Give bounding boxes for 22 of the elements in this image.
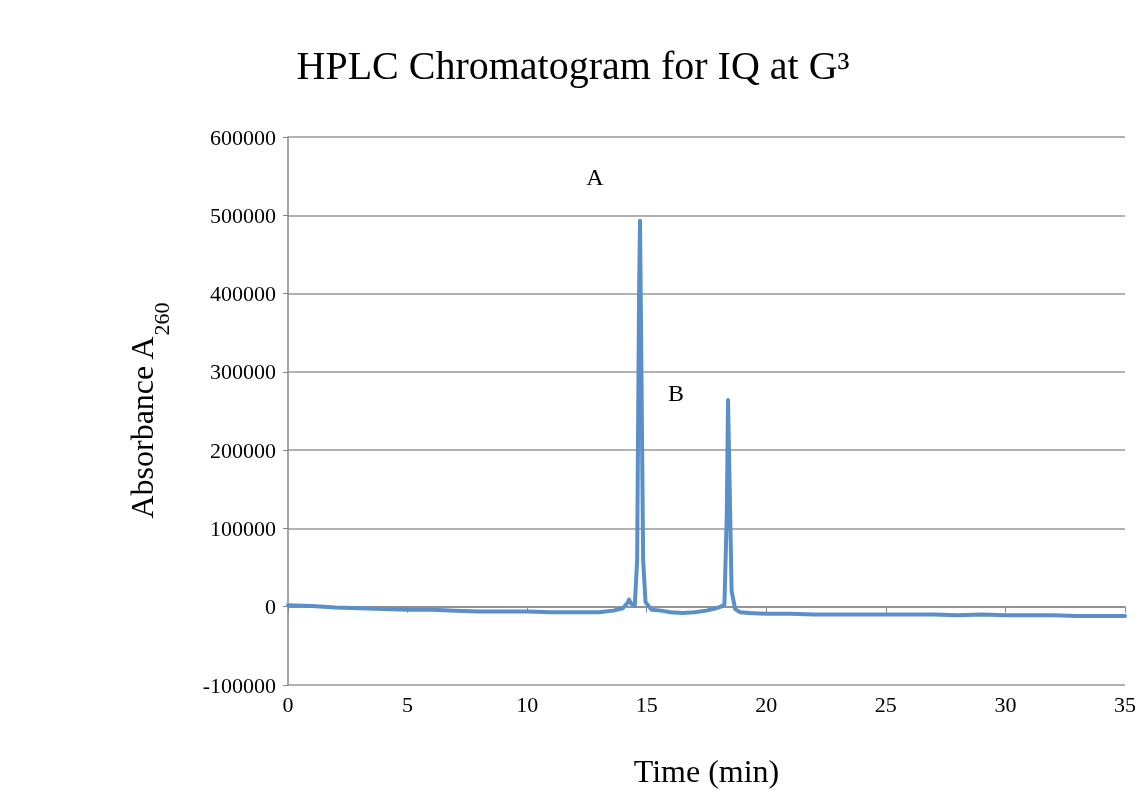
x-axis-title: Time (min) [633, 753, 780, 789]
y-tick-label: 100000 [210, 515, 276, 541]
x-tick-label: 0 [282, 691, 294, 717]
y-axis-title: Absorbance A260 [124, 302, 174, 519]
y-tick-label: 300000 [210, 359, 276, 385]
y-tick-label: -100000 [202, 672, 276, 698]
y-tick-label: 500000 [210, 202, 276, 228]
line-series [286, 218, 1127, 619]
annotation: A [586, 164, 605, 190]
x-tick-label: 25 [874, 691, 897, 717]
x-tick-label: 20 [755, 691, 778, 717]
annotation: B [667, 380, 685, 406]
x-tick-label: 5 [402, 691, 414, 717]
x-tick-label: 30 [994, 691, 1017, 717]
x-tick-label: 10 [516, 691, 539, 717]
chart-title: HPLC Chromatogram for IQ at G³ [296, 42, 850, 88]
x-tick-label: 15 [635, 691, 658, 717]
x-tick-label: 35 [1114, 691, 1136, 717]
y-tick-label: 600000 [210, 124, 276, 150]
y-tick-label: 0 [265, 594, 276, 620]
y-tick-label: 200000 [210, 437, 276, 463]
y-tick-label: 400000 [210, 281, 276, 307]
